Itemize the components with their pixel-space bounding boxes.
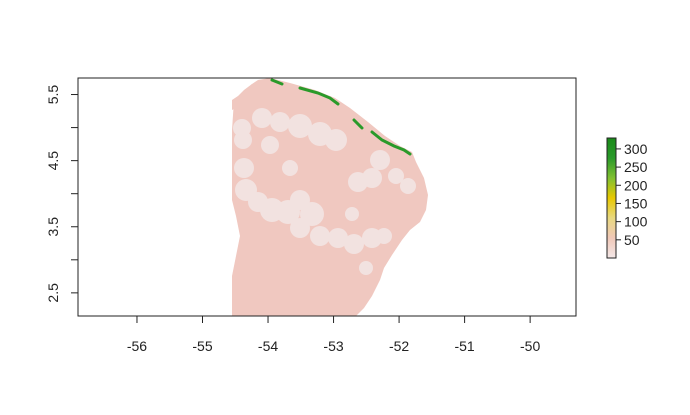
highlight-patches xyxy=(233,108,416,275)
y-tick-label: 2.5 xyxy=(45,283,61,303)
legend: 300 250 200 150 100 50 xyxy=(606,137,648,259)
x-axis: -56 -55 -54 -53 -52 -51 -50 xyxy=(127,315,540,354)
legend-tick-label: 200 xyxy=(624,177,648,193)
legend-color-bar xyxy=(606,137,617,259)
coastline-high-values xyxy=(270,78,412,156)
y-tick-label: 4.5 xyxy=(45,151,61,171)
legend-tick-label: 100 xyxy=(624,214,648,230)
x-tick-label: -51 xyxy=(454,338,474,354)
x-tick-label: -56 xyxy=(127,338,147,354)
y-tick-label: 3.5 xyxy=(45,217,61,237)
x-tick-label: -52 xyxy=(389,338,409,354)
x-tick-label: -54 xyxy=(258,338,278,354)
y-axis: 2.5 3.5 4.5 5.5 xyxy=(45,85,79,303)
legend-tick-label: 50 xyxy=(624,232,640,248)
x-tick-label: -53 xyxy=(323,338,343,354)
x-tick-label: -55 xyxy=(192,338,212,354)
legend-tick-label: 250 xyxy=(624,159,648,175)
land-west-edge xyxy=(232,84,252,110)
y-tick-label: 5.5 xyxy=(45,85,61,105)
legend-tick-label: 300 xyxy=(624,141,648,157)
x-tick-label: -50 xyxy=(520,338,540,354)
legend-tick-label: 150 xyxy=(624,195,648,211)
